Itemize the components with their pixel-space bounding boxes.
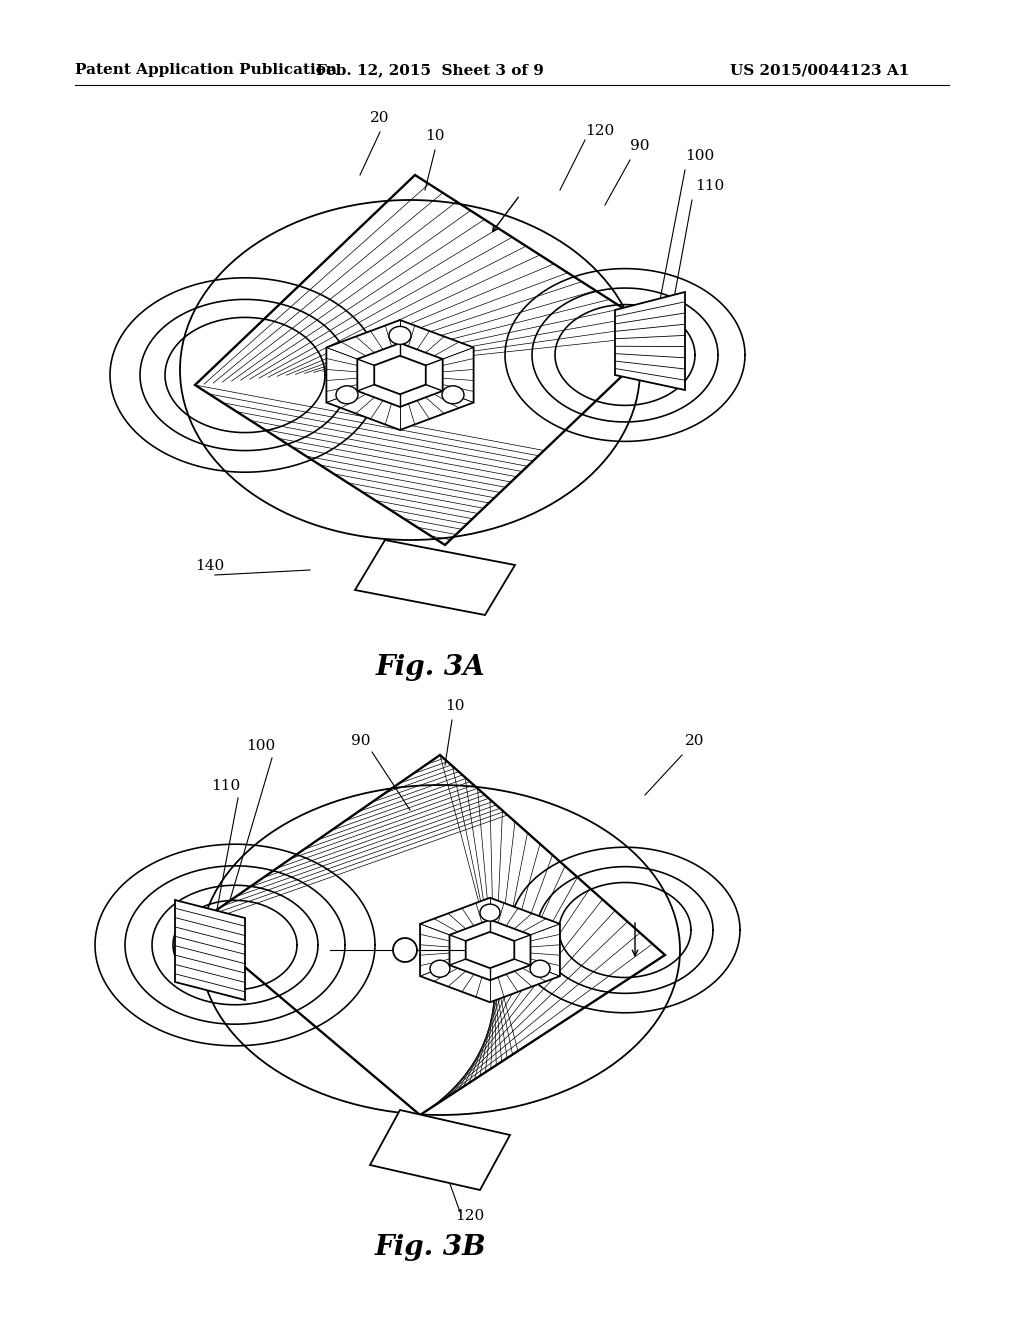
Ellipse shape [336,385,358,404]
Polygon shape [327,319,474,430]
Polygon shape [374,356,426,395]
Text: 90: 90 [350,734,370,748]
Text: 110: 110 [695,180,724,193]
Text: 10: 10 [425,129,444,143]
Text: 120: 120 [456,1209,484,1224]
Text: 110: 110 [211,779,240,793]
Text: 20: 20 [371,111,390,125]
Polygon shape [357,343,442,407]
Ellipse shape [430,960,450,977]
Polygon shape [370,1110,510,1191]
Polygon shape [615,292,685,389]
Text: Patent Application Publication: Patent Application Publication [75,63,337,77]
Polygon shape [355,540,515,615]
Ellipse shape [389,326,411,345]
Text: Fig. 3B: Fig. 3B [374,1234,485,1261]
Text: 120: 120 [585,124,614,139]
Text: 140: 140 [195,558,224,573]
Text: US 2015/0044123 A1: US 2015/0044123 A1 [730,63,909,77]
Polygon shape [420,898,560,1002]
Ellipse shape [480,904,500,921]
Ellipse shape [442,385,464,404]
Circle shape [393,939,417,962]
Text: Fig. 3A: Fig. 3A [375,653,484,681]
Polygon shape [450,920,530,981]
Ellipse shape [530,960,550,977]
Text: 90: 90 [630,139,649,153]
Polygon shape [175,900,245,1001]
Polygon shape [466,932,514,968]
Text: 100: 100 [246,739,275,752]
Text: 10: 10 [445,700,465,713]
Text: 100: 100 [685,149,715,162]
Text: Feb. 12, 2015  Sheet 3 of 9: Feb. 12, 2015 Sheet 3 of 9 [316,63,544,77]
Text: 20: 20 [685,734,705,748]
